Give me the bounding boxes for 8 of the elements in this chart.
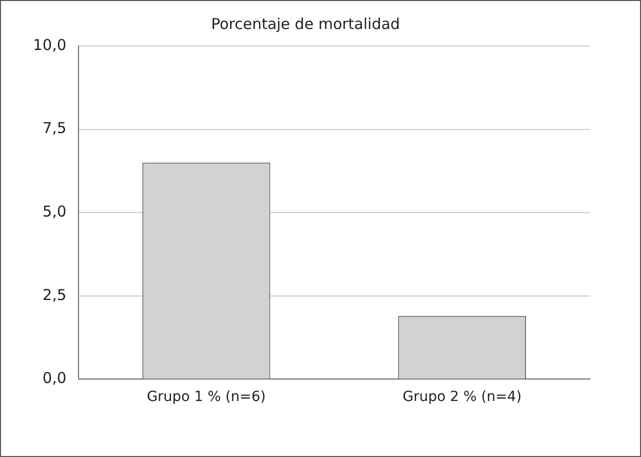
x-tick-label: Grupo 2 % (n=4) [402,389,522,406]
x-tick-label: Grupo 1 % (n=6) [146,389,266,406]
y-tick-label: 0,0 [42,369,66,388]
y-tick-label: 7,5 [42,119,66,138]
y-tick-label: 5,0 [42,202,66,220]
y-tick-label: 2,5 [42,286,66,304]
y-tick-label: 10,0 [32,36,66,54]
chart-title: Porcentaje de mortalidad [211,14,400,33]
